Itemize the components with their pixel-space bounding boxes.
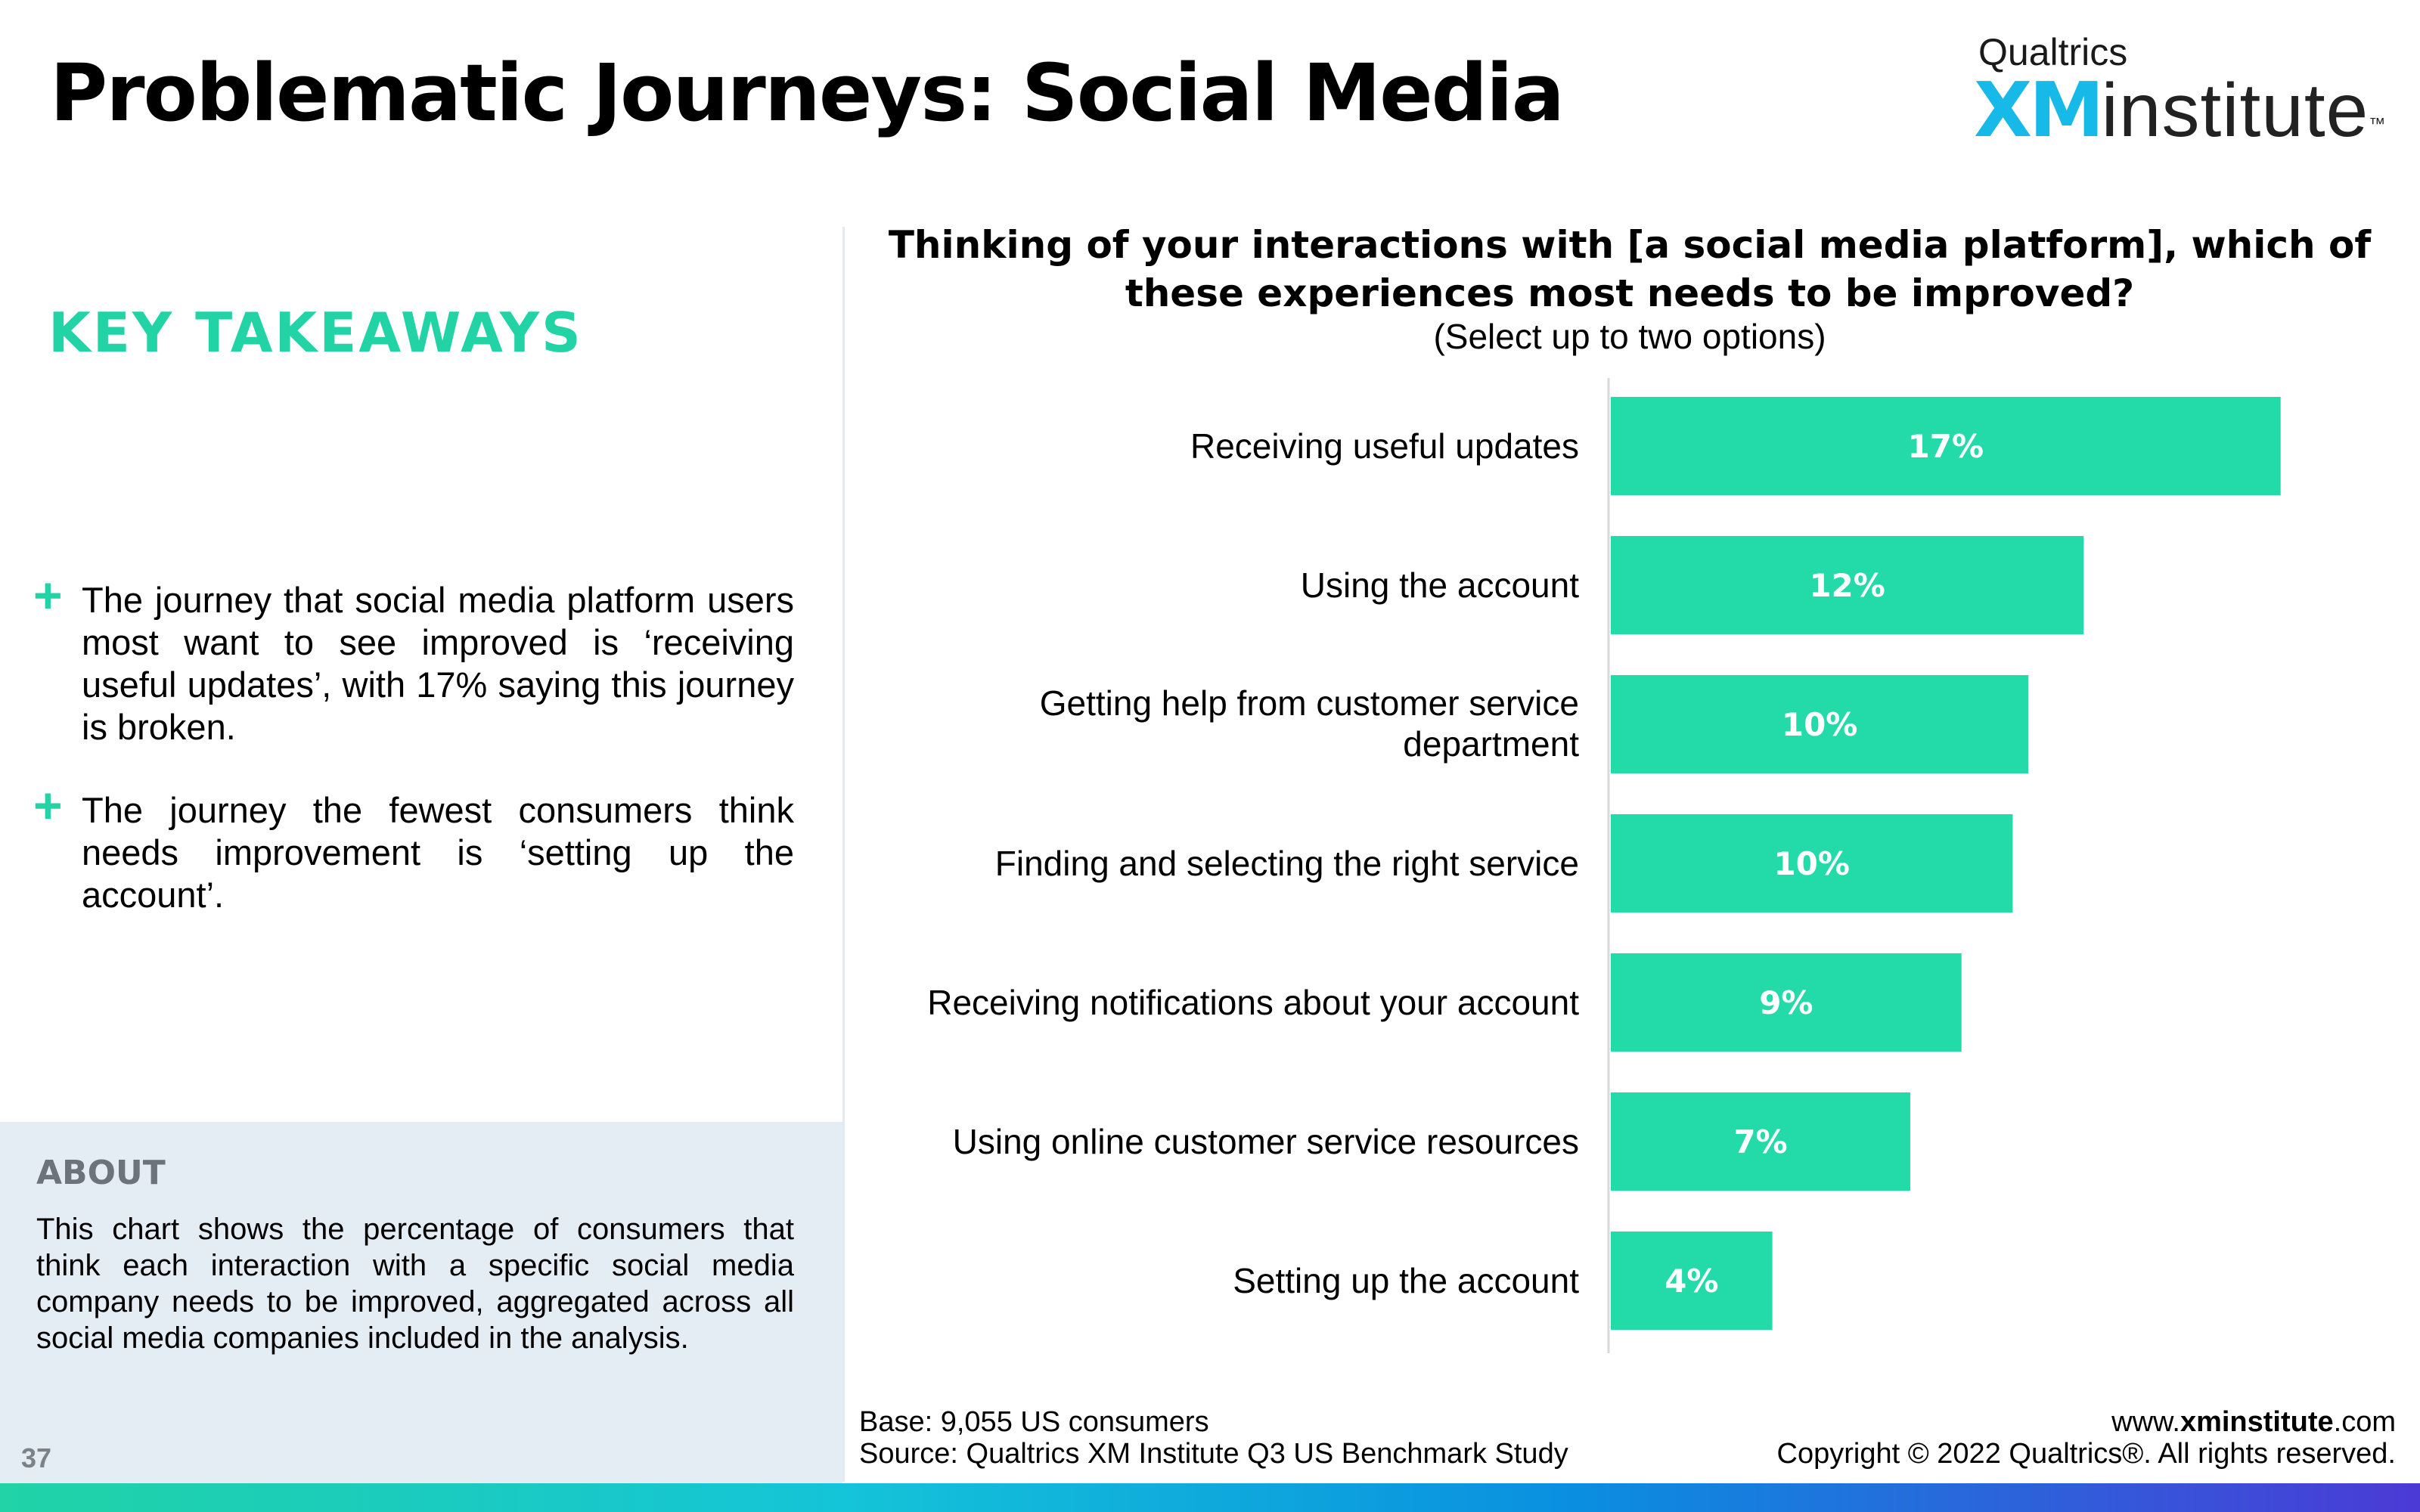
- chart-title: Thinking of your interactions with [a so…: [888, 223, 2372, 315]
- url-bold: xminstitute: [2180, 1406, 2334, 1438]
- takeaway-item: + The journey the fewest consumers think…: [33, 780, 794, 916]
- category-label: Getting help from customer service depart…: [1040, 683, 1579, 764]
- takeaway-text: The journey the fewest consumers think n…: [82, 790, 794, 915]
- footer-gradient-bar: [0, 1483, 2420, 1512]
- bar-chart: 17% Receiving useful updates 12% Using the …: [927, 378, 2281, 1353]
- bar-value-label: 7%: [1733, 1123, 1787, 1160]
- copyright-text: Copyright © 2022 Qualtrics®. All rights …: [1776, 1438, 2396, 1470]
- page-title: Problematic Journeys: Social Media: [50, 47, 1565, 139]
- bar-value-label: 4%: [1665, 1263, 1718, 1300]
- logo-institute-text: institute: [2101, 68, 2369, 153]
- takeaway-text: The journey that social media platform u…: [82, 580, 794, 747]
- about-panel: ABOUT This chart shows the percentage of…: [0, 1122, 842, 1485]
- bar-value-label: 12%: [1809, 567, 1885, 604]
- page-number: 37: [21, 1442, 52, 1473]
- vertical-divider: [842, 227, 845, 1482]
- source-text: Source: Qualtrics XM Institute Q3 US Ben…: [859, 1438, 1568, 1470]
- logo-mark: XMinstitute™: [1974, 73, 2385, 149]
- category-label: Using online customer service resources: [953, 1122, 1579, 1161]
- bar-value-label: 10%: [1773, 845, 1850, 882]
- bar: [1611, 814, 2013, 912]
- category-label: Setting up the account: [1233, 1261, 1579, 1300]
- logo-xm-text: XM: [1974, 66, 2105, 154]
- copyright-block: www.xminstitute.com Copyright © 2022 Qua…: [1777, 1406, 2396, 1470]
- logo-tm: ™: [2369, 114, 2386, 133]
- base-text: Base: 9,055 US consumers: [859, 1406, 1209, 1438]
- about-heading: ABOUT: [36, 1154, 166, 1192]
- bar: [1611, 953, 1962, 1052]
- takeaways-list: + The journey that social media platform…: [33, 570, 794, 957]
- bar: [1611, 675, 2029, 773]
- category-label: Receiving notifications about your accou…: [927, 983, 1579, 1022]
- about-text: This chart shows the percentage of consu…: [36, 1213, 794, 1355]
- url-prefix: www.: [2111, 1406, 2180, 1438]
- website-link[interactable]: www.xminstitute.com: [1777, 1406, 2396, 1438]
- category-label: Finding and selecting the right service: [995, 844, 1579, 883]
- bar-value-label: 17%: [1908, 428, 1984, 465]
- plus-icon: +: [33, 567, 63, 623]
- key-takeaways-heading: KEY TAKEAWAYS: [48, 301, 583, 364]
- bar: [1611, 1092, 1910, 1191]
- xm-institute-logo: Qualtrics XMinstitute™: [1974, 30, 2385, 149]
- bar-value-label: 9%: [1759, 984, 1813, 1021]
- plus-icon: +: [33, 777, 63, 833]
- bar: [1611, 397, 2281, 495]
- chart-subtitle: (Select up to two options): [1433, 317, 1826, 356]
- bar-value-label: 10%: [1782, 706, 1858, 743]
- url-suffix: .com: [2333, 1406, 2396, 1438]
- logo-qualtrics-text: Qualtrics: [1978, 31, 2128, 73]
- bar: [1611, 536, 2084, 634]
- category-label: Receiving useful updates: [1190, 426, 1579, 466]
- bar: [1611, 1232, 1773, 1330]
- base-note: Base: 9,055 US consumers Source: Qualtri…: [859, 1406, 1568, 1470]
- category-label: Using the account: [1301, 565, 1579, 605]
- takeaway-item: + The journey that social media platform…: [33, 570, 794, 748]
